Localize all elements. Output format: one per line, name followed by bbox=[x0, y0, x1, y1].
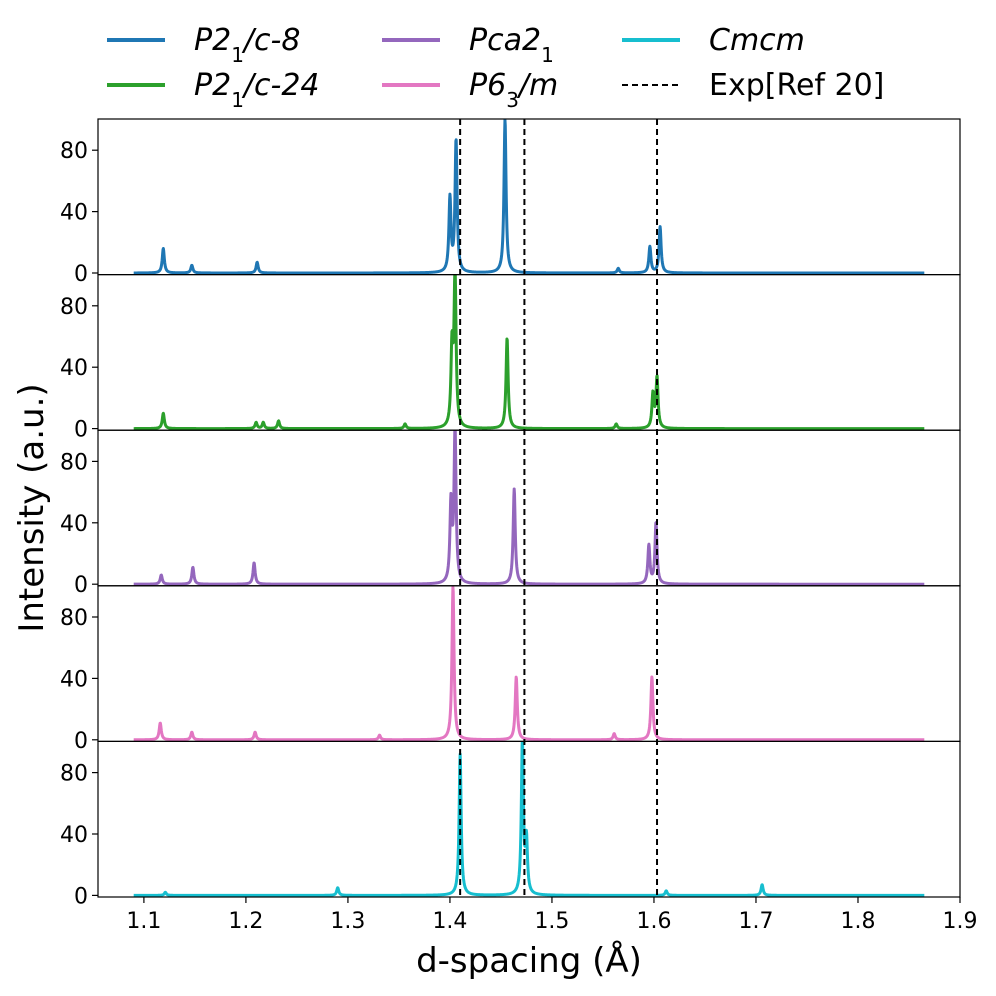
series-line-2 bbox=[132, 274, 926, 431]
y-tick-label-5-80: 80 bbox=[60, 762, 88, 787]
y-tick-label-2-0: 0 bbox=[74, 418, 88, 443]
x-tick-label-1.5: 1.5 bbox=[534, 909, 569, 934]
y-tick-label-1-40: 40 bbox=[60, 201, 88, 226]
legend-label-3: Pca21 bbox=[469, 23, 554, 67]
y-tick-label-3-80: 80 bbox=[60, 450, 88, 475]
panel-frame-5 bbox=[97, 740, 961, 898]
panel-3: 0 40 80 bbox=[60, 430, 926, 598]
y-tick-label-5-0: 0 bbox=[74, 884, 88, 909]
panels: 0 40 80 0 40 80 0 40 80 0 40 80 0 40 80 bbox=[60, 119, 926, 909]
x-tick-label-1.2: 1.2 bbox=[228, 909, 263, 934]
series-line-3 bbox=[132, 430, 926, 586]
legend-label-5: Cmcm bbox=[709, 23, 805, 58]
x-tick-label-1.4: 1.4 bbox=[432, 909, 467, 934]
legend-item-3: Pca21 bbox=[382, 23, 554, 67]
y-tick-label-2-80: 80 bbox=[60, 295, 88, 320]
legend-item-1: P21/c-8 bbox=[107, 23, 300, 67]
panel-4: 0 40 80 bbox=[60, 585, 926, 754]
y-tick-label-4-0: 0 bbox=[74, 729, 88, 754]
y-tick-label-3-0: 0 bbox=[74, 573, 88, 598]
x-axis: 1.1 1.2 1.3 1.4 1.5 1.6 1.7 1.8 1.9 bbox=[126, 897, 978, 934]
legend-label-4: P63/m bbox=[469, 68, 558, 112]
x-tick-label-1.8: 1.8 bbox=[840, 909, 875, 934]
y-axis-title: Intensity (a.u.) bbox=[12, 383, 52, 632]
x-tick-label-1.7: 1.7 bbox=[738, 909, 773, 934]
x-tick-label-1.1: 1.1 bbox=[126, 909, 161, 934]
y-tick-label-2-40: 40 bbox=[60, 356, 88, 381]
panel-1: 0 40 80 bbox=[60, 119, 926, 287]
legend-label-1: P21/c-8 bbox=[194, 23, 300, 67]
legend-item-2: P21/c-24 bbox=[107, 68, 320, 112]
x-tick-label-1.6: 1.6 bbox=[636, 909, 671, 934]
legend-item-4: P63/m bbox=[382, 68, 558, 112]
y-tick-label-1-0: 0 bbox=[74, 262, 88, 287]
legend-label-2: P21/c-24 bbox=[194, 68, 320, 112]
legend-label-6: Exp[Ref 20] bbox=[709, 68, 884, 103]
x-tick-label-1.9: 1.9 bbox=[943, 909, 978, 934]
y-tick-label-3-40: 40 bbox=[60, 512, 88, 537]
panel-2: 0 40 80 bbox=[60, 274, 926, 443]
x-axis-title: d-spacing (Å) bbox=[416, 940, 642, 981]
y-tick-label-1-80: 80 bbox=[60, 139, 88, 164]
x-tick-label-1.3: 1.3 bbox=[330, 909, 365, 934]
y-tick-label-5-40: 40 bbox=[60, 823, 88, 848]
y-tick-label-4-40: 40 bbox=[60, 667, 88, 692]
panel-5: 0 40 80 bbox=[60, 741, 926, 909]
series-line-1 bbox=[132, 119, 926, 275]
legend: P21/c-8 Pca21 Cmcm P21/c-24 P63/m Exp[Ref 20] bbox=[107, 23, 884, 112]
frames bbox=[97, 118, 961, 898]
legend-item-6: Exp[Ref 20] bbox=[622, 68, 884, 103]
legend-item-5: Cmcm bbox=[622, 23, 805, 58]
series-line-4 bbox=[132, 585, 926, 742]
series-line-5 bbox=[132, 741, 926, 897]
y-tick-label-4-80: 80 bbox=[60, 606, 88, 631]
